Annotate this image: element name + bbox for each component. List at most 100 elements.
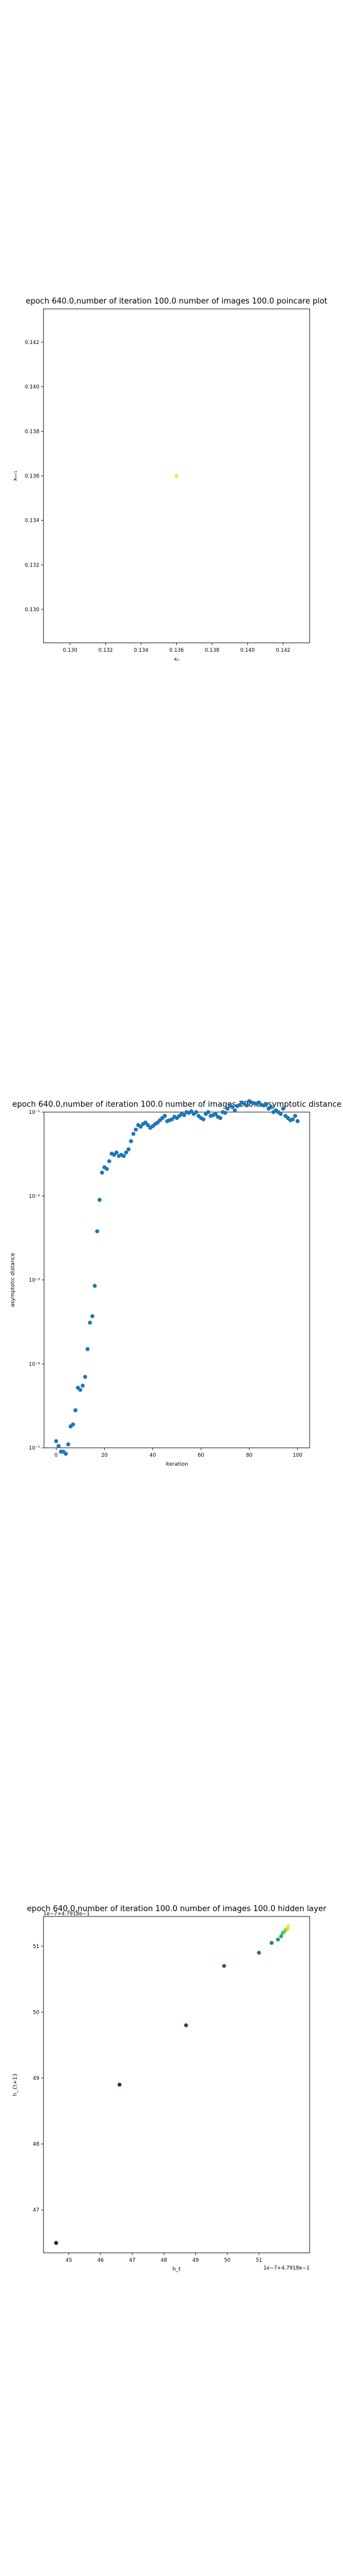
chart1-x-axis-label: xₙ <box>174 657 179 662</box>
chart2-data-point <box>191 1111 196 1116</box>
chart2-data-point <box>220 1110 225 1114</box>
chart3-data-point <box>283 1927 288 1932</box>
chart2-data-point <box>110 1151 114 1156</box>
chart3-data-point <box>279 1934 283 1939</box>
chart2-data-point <box>97 1197 102 1202</box>
chart2-data-point <box>288 1118 292 1123</box>
chart3-data-point <box>282 1930 286 1934</box>
chart2-data-point <box>271 1110 276 1114</box>
chart2-data-point <box>174 1116 179 1120</box>
chart3-y-tick-label: 51 <box>33 1944 39 1950</box>
chart2-x-tick-label: 100 <box>293 1453 303 1459</box>
chart3-title: epoch 640.0,number of iteration 100.0 nu… <box>27 1905 326 1914</box>
chart2-data-point <box>278 1111 283 1116</box>
chart2-title: epoch 640.0,number of iteration 100.0 nu… <box>13 1100 342 1109</box>
chart2-data-point <box>80 1383 85 1388</box>
chart2-data-point <box>223 1110 227 1115</box>
chart2-data-point <box>167 1118 172 1123</box>
chart1-x-tick-label: 0.134 <box>134 648 148 654</box>
chart3-data-point <box>184 2023 188 2027</box>
chart2-data-point <box>136 1123 141 1128</box>
chart2-data-point <box>143 1120 148 1125</box>
chart2-data-point <box>71 1422 76 1427</box>
chart2-data-point <box>133 1127 138 1132</box>
chart2-data-point <box>68 1424 73 1429</box>
chart2-data-point <box>85 1347 90 1351</box>
chart2-data-point <box>163 1114 167 1118</box>
chart2-data-point <box>58 1450 63 1454</box>
chart2-x-tick-label: 80 <box>246 1453 252 1459</box>
chart3-x-tick-label: 45 <box>66 2258 72 2264</box>
chart2-data-point <box>218 1116 223 1120</box>
chart1-x-tick-label: 0.130 <box>63 648 77 654</box>
chart2-data-point <box>153 1122 157 1126</box>
chart3-data-point <box>54 2241 58 2245</box>
chart2-data-point <box>199 1116 203 1120</box>
chart2-data-point <box>102 1165 107 1169</box>
chart3-x-tick-label: 51 <box>255 2258 262 2264</box>
chart2-data-point <box>213 1111 218 1116</box>
chart3-y-tick-label: 49 <box>33 2076 39 2082</box>
chart2-data-point <box>119 1153 124 1157</box>
chart3-data-point <box>276 1937 280 1942</box>
chart2-data-point <box>225 1106 230 1111</box>
chart2-data-point <box>257 1100 261 1105</box>
chart2-data-point <box>177 1114 182 1118</box>
chart2-data-point <box>291 1117 295 1122</box>
chart3-data-point <box>280 1931 285 1935</box>
chart2-y-tick-label: 10⁻² <box>29 1194 40 1200</box>
chart2-data-point <box>92 1284 97 1288</box>
chart2-y-tick-label: 10⁻¹ <box>29 1110 40 1116</box>
chart1-y-tick-label: 0.134 <box>25 518 39 524</box>
chart2-data-point <box>208 1114 213 1118</box>
chart3-x-tick-label: 48 <box>161 2258 167 2264</box>
chart1-x-tick-label: 0.138 <box>205 648 219 654</box>
chart1-y-tick-label: 0.130 <box>25 607 39 613</box>
chart3-x-tick-label: 50 <box>224 2258 230 2264</box>
chart2-data-point <box>56 1444 61 1448</box>
chart2-data-point <box>250 1100 254 1105</box>
chart2-plot-frame <box>43 1111 310 1448</box>
chart2-data-point <box>293 1114 298 1118</box>
chart3-data-point <box>222 1964 226 1968</box>
chart2-data-point <box>121 1154 126 1158</box>
chart3-data-point <box>285 1926 290 1931</box>
chart2-data-point <box>88 1320 92 1325</box>
chart3-y-offset-label: 1e−7+4.7918e−1 <box>43 1911 90 1917</box>
chart2-data-point <box>201 1117 205 1122</box>
chart2-data-point <box>235 1104 239 1109</box>
chart2-y-tick-label: 10⁻³ <box>29 1278 40 1284</box>
chart1-x-tick-label: 0.140 <box>241 648 255 654</box>
chart2-data-point <box>227 1103 232 1108</box>
chart2-data-point <box>124 1150 129 1155</box>
chart2-data-point <box>197 1114 201 1118</box>
chart3-plot-frame <box>43 1916 310 2253</box>
chart2-data-point <box>295 1119 300 1123</box>
chart2-data-point <box>151 1124 155 1128</box>
chart2-data-point <box>206 1110 211 1114</box>
chart2-data-point <box>261 1103 266 1108</box>
chart2-data-point <box>117 1154 121 1158</box>
chart2-data-point <box>158 1118 163 1123</box>
chart2-data-point <box>131 1132 136 1136</box>
chart2-data-point <box>273 1108 278 1113</box>
chart2-data-point <box>232 1108 237 1113</box>
chart1-title: epoch 640.0,number of iteration 100.0 nu… <box>26 297 328 306</box>
chart1-y-axis-label: xₙ₊₁ <box>13 470 18 481</box>
chart2-data-point <box>179 1111 184 1116</box>
chart2-y-tick-label: 10⁻⁵ <box>29 1445 40 1451</box>
chart2-data-point <box>145 1123 150 1128</box>
chart2-data-point <box>114 1150 119 1155</box>
chart3-y-axis-label: h_{t+1} <box>13 2073 18 2096</box>
chart2-data-point <box>129 1139 133 1144</box>
chart3-x-axis-label: h_t <box>173 2267 181 2272</box>
chart2-data-point <box>254 1101 259 1106</box>
chart2-data-point <box>245 1103 249 1108</box>
chart2-data-point <box>54 1439 58 1444</box>
chart2-data-point <box>242 1101 247 1106</box>
chart1-y-tick-label: 0.132 <box>25 562 39 568</box>
chart2-data-point <box>211 1113 216 1117</box>
chart2-data-point <box>105 1166 109 1171</box>
chart2-data-point <box>238 1103 242 1107</box>
